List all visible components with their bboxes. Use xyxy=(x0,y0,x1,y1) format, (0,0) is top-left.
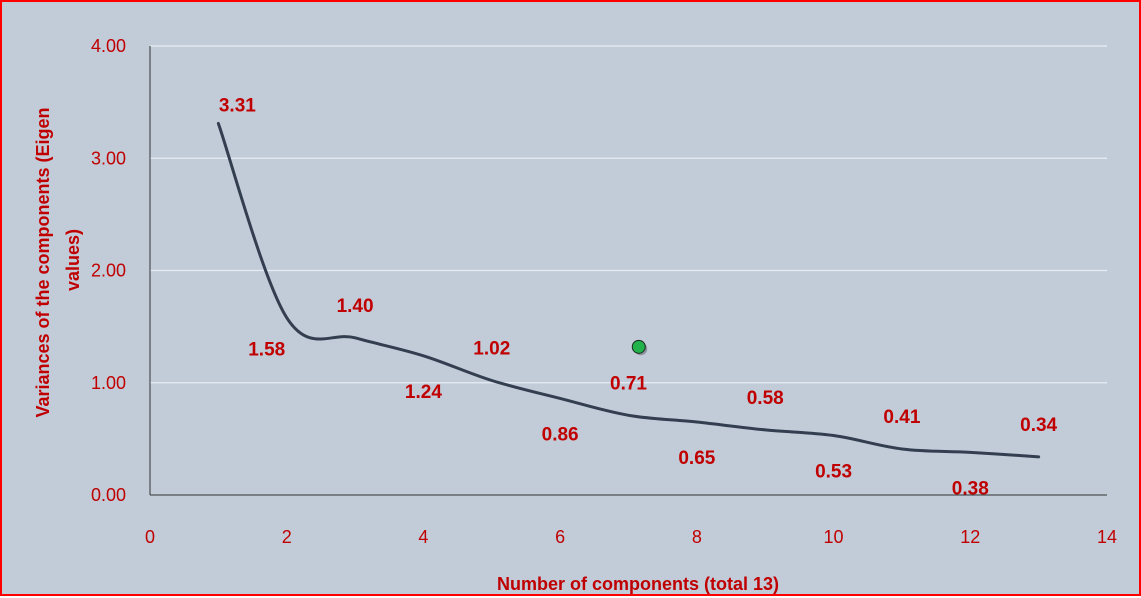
y-tick-label: 3.00 xyxy=(91,148,126,168)
data-label: 0.58 xyxy=(747,388,784,409)
x-tick-label: 0 xyxy=(145,527,155,547)
y-tick-label: 1.00 xyxy=(91,373,126,393)
data-label: 0.71 xyxy=(610,373,647,394)
series xyxy=(216,121,1041,459)
data-label: 0.38 xyxy=(952,478,989,499)
data-labels: 3.31 1.58 1.40 1.24 1.02 0.86 0.71 0.65 0.58 0.53… xyxy=(219,95,1058,499)
y-axis-title-line2: values) xyxy=(63,229,83,291)
tick-labels: 0.00 1.00 2.00 3.00 4.00 0 2 4 6 8 10 12 14 xyxy=(91,36,1117,547)
data-label: 0.34 xyxy=(1020,415,1057,436)
x-tick-label: 4 xyxy=(418,527,428,547)
series-line xyxy=(216,121,1041,459)
data-label: 0.41 xyxy=(883,407,920,428)
y-tick-label: 4.00 xyxy=(91,36,126,56)
data-label: 0.53 xyxy=(815,462,852,483)
data-label: 3.31 xyxy=(219,95,256,116)
data-label: 0.86 xyxy=(542,424,579,445)
x-tick-label: 12 xyxy=(960,527,980,547)
x-tick-label: 2 xyxy=(282,527,292,547)
y-tick-label: 0.00 xyxy=(91,485,126,505)
data-label: 1.40 xyxy=(337,296,374,317)
data-label: 1.02 xyxy=(473,339,510,360)
x-tick-label: 10 xyxy=(824,527,844,547)
y-axis-title-line1: Variances of the components (Eigen xyxy=(33,107,53,417)
y-tick-label: 2.00 xyxy=(91,261,126,281)
data-label: 1.24 xyxy=(405,382,442,403)
x-tick-label: 6 xyxy=(555,527,565,547)
data-label: 1.58 xyxy=(248,340,285,361)
y-axis-title: Variances of the components (Eigen value… xyxy=(33,102,83,417)
marker-point xyxy=(631,339,646,354)
marker xyxy=(631,339,648,356)
x-axis-title: Number of components (total 13) xyxy=(497,574,779,594)
axes xyxy=(149,46,1107,496)
x-tick-label: 14 xyxy=(1097,527,1117,547)
grid-lines xyxy=(150,45,1107,384)
data-label: 0.65 xyxy=(678,448,715,469)
x-tick-label: 8 xyxy=(692,527,702,547)
